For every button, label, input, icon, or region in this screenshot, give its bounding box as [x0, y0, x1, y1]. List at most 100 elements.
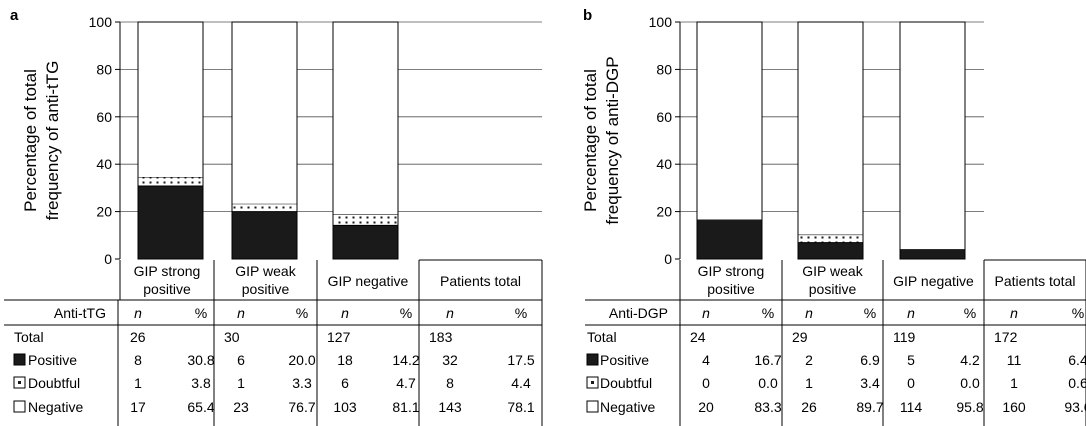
y-tick-label: 40 — [656, 156, 672, 172]
y-axis-title: Percentage of total frequency of anti-DGP — [581, 56, 622, 224]
bar-negative-2 — [798, 22, 863, 235]
col-n-header: n — [1010, 305, 1018, 321]
table-cell: 26 — [801, 399, 817, 415]
table-cell: 78.1 — [507, 399, 534, 415]
bar-negative-3 — [333, 22, 398, 215]
panel-a: a Percentage of total frequency of anti-tT… — [4, 7, 543, 426]
table-cell: 76.7 — [288, 399, 315, 415]
table-cell: 18 — [337, 352, 353, 368]
table-cell: 1 — [805, 375, 813, 391]
table-cell: 89.7 — [856, 399, 883, 415]
table-cell: 1 — [1010, 375, 1018, 391]
bar-positive-3 — [333, 225, 398, 259]
dotted-square-dot — [18, 381, 21, 384]
y-axis-title-line: Percentage of total — [581, 69, 600, 212]
table-cell: 16.7 — [754, 352, 781, 368]
category-label-line: positive — [809, 281, 857, 297]
bar-negative-3 — [900, 22, 965, 250]
col-n-header: n — [341, 305, 349, 321]
table-cell: 0.0 — [960, 375, 980, 391]
y-tick-label: 0 — [664, 251, 672, 267]
table-cell: 8 — [134, 352, 142, 368]
category-label-line: GIP negative — [328, 273, 409, 289]
y-tick-label: 20 — [96, 204, 112, 220]
category-label-line: GIP strong — [698, 263, 765, 279]
bar-doubtful-3 — [333, 214, 398, 226]
bar-negative-1 — [697, 22, 762, 220]
bar-doubtful-2 — [798, 234, 863, 243]
category-label-line: positive — [707, 281, 755, 297]
table-cell: 183 — [429, 329, 453, 345]
col-pct-header: % — [296, 305, 308, 321]
row-label: Negative — [600, 399, 655, 415]
table-cell: 65.4 — [187, 399, 214, 415]
category-label-line: GIP strong — [134, 263, 201, 279]
bar-negative-2 — [232, 22, 297, 204]
bar-positive-2 — [232, 211, 297, 259]
table-cell: 0.6 — [1068, 375, 1086, 391]
col-n-header: n — [805, 305, 813, 321]
table-cell: 23 — [233, 399, 249, 415]
table-cell: 93.0 — [1064, 399, 1086, 415]
table-cell: 17.5 — [507, 352, 534, 368]
row-label: Negative — [28, 399, 83, 415]
table-cell: 3.4 — [860, 375, 880, 391]
table-cell: 95.8 — [956, 399, 983, 415]
table-cell: 4.4 — [511, 375, 531, 391]
bar-outline-2 — [231, 21, 298, 260]
col-pct-header: % — [964, 305, 976, 321]
category-label-line: positive — [143, 281, 191, 297]
table-cell: 119 — [893, 329, 916, 345]
table-cell: 20.0 — [288, 352, 315, 368]
col-n-header: n — [237, 305, 245, 321]
bar-outline-2 — [797, 21, 864, 260]
bar-doubtful-2 — [232, 203, 297, 212]
bar-outline-3 — [332, 21, 399, 260]
table-cell: 2 — [805, 352, 813, 368]
col-pct-header: % — [195, 305, 207, 321]
y-axis-title-line: Percentage of total — [21, 69, 40, 212]
row-label: Total — [587, 329, 617, 345]
table-cell: 20 — [698, 399, 714, 415]
col-n-header: n — [907, 305, 915, 321]
table-cell: 11 — [1007, 352, 1022, 368]
y-tick-label: 60 — [96, 109, 112, 125]
table-cell: 127 — [327, 329, 351, 345]
table-cell: 6.4 — [1068, 352, 1086, 368]
y-tick-label: 100 — [649, 14, 673, 30]
table-cell: 17 — [130, 399, 146, 415]
filled-square-icon — [586, 353, 599, 366]
col-pct-header: % — [762, 305, 774, 321]
row-header-label: Anti-tTG — [54, 305, 106, 321]
bar-positive-1 — [697, 219, 762, 259]
bar-outline-1 — [137, 21, 204, 260]
bar-positive-1 — [138, 186, 203, 259]
table-cell: 81.1 — [392, 399, 419, 415]
col-n-header: n — [134, 305, 142, 321]
table-cell: 83.3 — [754, 399, 781, 415]
table-cell: 4.7 — [396, 375, 416, 391]
y-tick-label: 40 — [96, 156, 112, 172]
table-cell: 6 — [237, 352, 245, 368]
col-pct-header: % — [864, 305, 876, 321]
table-cell: 24 — [690, 329, 706, 345]
patients-total-header: Patients total — [440, 273, 521, 289]
y-tick-label: 80 — [656, 61, 672, 77]
table-cell: 3.8 — [191, 375, 211, 391]
col-pct-header: % — [515, 305, 527, 321]
bar-outline-3 — [899, 21, 966, 260]
patients-total-header: Patients total — [995, 273, 1076, 289]
y-tick-label: 80 — [96, 61, 112, 77]
table-cell: 32 — [442, 352, 458, 368]
row-label: Doubtful — [600, 375, 652, 391]
col-n-header: n — [446, 305, 454, 321]
col-pct-header: % — [1072, 305, 1084, 321]
bar-doubtful-1 — [138, 176, 203, 187]
table-cell: 0 — [702, 375, 710, 391]
y-axis-title: Percentage of total frequency of anti-tTG — [21, 61, 62, 221]
y-tick-label: 0 — [104, 251, 112, 267]
empty-square-icon — [586, 400, 599, 413]
table-cell: 1 — [134, 375, 142, 391]
table-cell: 172 — [994, 329, 1018, 345]
